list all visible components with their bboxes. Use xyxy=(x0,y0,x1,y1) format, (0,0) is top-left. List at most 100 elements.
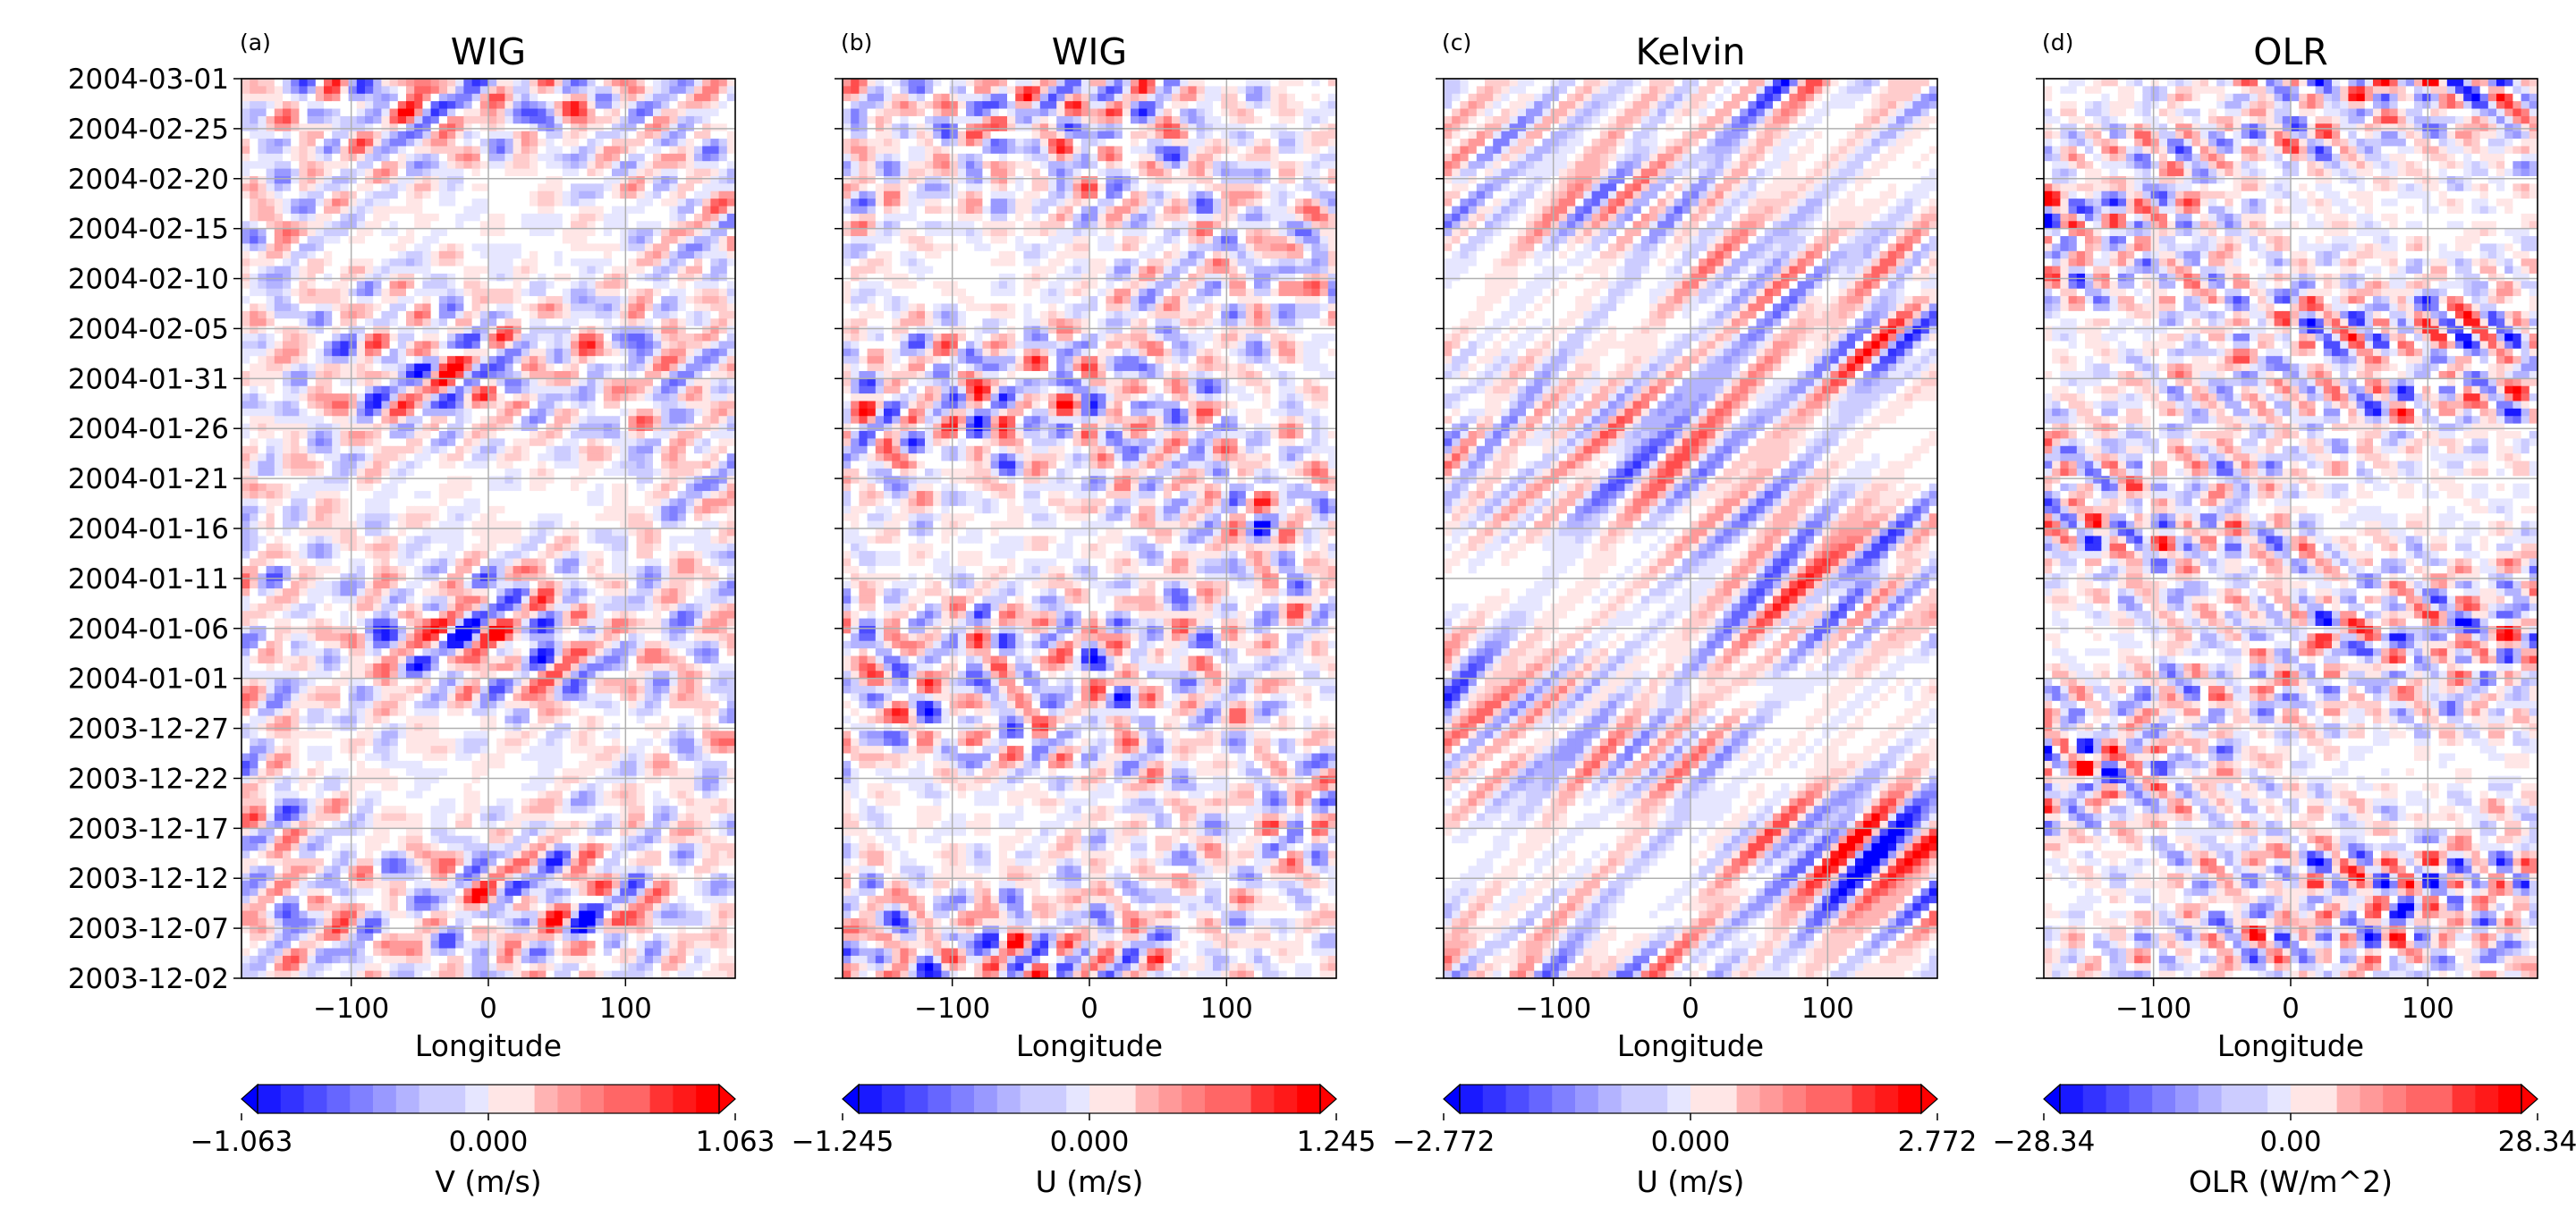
heatmap-cell xyxy=(480,258,489,266)
heatmap-cell xyxy=(710,116,719,124)
heatmap-cell xyxy=(332,169,341,177)
heatmap-cell xyxy=(571,86,580,94)
heatmap-cell xyxy=(496,109,505,117)
heatmap-cell xyxy=(324,109,333,117)
heatmap-cell xyxy=(447,243,456,251)
heatmap-cell xyxy=(373,131,382,139)
heatmap-cell xyxy=(349,139,358,147)
heatmap-cell xyxy=(727,94,736,102)
heatmap-cell xyxy=(308,154,317,162)
heatmap-cell xyxy=(390,199,399,207)
heatmap-cell xyxy=(496,146,505,154)
heatmap-cell xyxy=(513,131,522,139)
heatmap-cell xyxy=(488,94,497,102)
heatmap-cell xyxy=(324,183,333,191)
heatmap-cell xyxy=(267,101,275,109)
heatmap-cell xyxy=(275,146,284,154)
heatmap-cell xyxy=(579,131,588,139)
heatmap-cell xyxy=(694,146,703,154)
heatmap-cell xyxy=(612,139,621,147)
heatmap-cell xyxy=(686,94,695,102)
heatmap-cell xyxy=(563,154,572,162)
heatmap-cell xyxy=(365,169,374,177)
heatmap-cell xyxy=(645,221,654,229)
heatmap-cell xyxy=(702,94,711,102)
heatmap-cell xyxy=(439,116,448,124)
heatmap-cell xyxy=(678,116,687,124)
heatmap-cell xyxy=(513,243,522,251)
heatmap-cell xyxy=(349,169,358,177)
heatmap-cell xyxy=(340,221,349,229)
heatmap-cell xyxy=(316,101,325,109)
heatmap-cell xyxy=(538,236,547,244)
heatmap-cell xyxy=(340,229,349,237)
heatmap-cell xyxy=(669,236,678,244)
heatmap-cell xyxy=(480,146,489,154)
heatmap-cell xyxy=(669,207,678,215)
heatmap-cell xyxy=(555,191,564,199)
heatmap-cell xyxy=(349,109,358,117)
heatmap-cell xyxy=(612,243,621,251)
heatmap-cell xyxy=(250,109,258,117)
heatmap-cell xyxy=(357,109,366,117)
heatmap-cell xyxy=(480,229,489,237)
heatmap-cell xyxy=(390,116,399,124)
heatmap-cell xyxy=(308,109,317,117)
heatmap-cell xyxy=(653,199,662,207)
heatmap-cell xyxy=(381,139,390,147)
heatmap-cell xyxy=(686,101,695,109)
heatmap-cell xyxy=(365,131,374,139)
heatmap-cell xyxy=(521,139,530,147)
heatmap-cell xyxy=(472,199,481,207)
heatmap-cell xyxy=(710,258,719,266)
heatmap-cell xyxy=(628,251,637,259)
heatmap-cell xyxy=(563,169,572,177)
heatmap-cell xyxy=(291,207,300,215)
heatmap-cell xyxy=(332,243,341,251)
heatmap-cell xyxy=(299,154,308,162)
heatmap-cell xyxy=(422,183,431,191)
heatmap-cell xyxy=(390,183,399,191)
heatmap-cell xyxy=(719,79,728,87)
heatmap-cell xyxy=(472,139,481,147)
heatmap-cell xyxy=(628,161,637,169)
heatmap-cell xyxy=(563,266,572,275)
heatmap-cell xyxy=(283,123,292,131)
heatmap-cell xyxy=(530,94,538,102)
heatmap-cell xyxy=(267,258,275,266)
heatmap-cell xyxy=(381,146,390,154)
heatmap-cell xyxy=(414,251,423,259)
heatmap-cell xyxy=(324,131,333,139)
heatmap-cell xyxy=(299,236,308,244)
heatmap-cell xyxy=(414,109,423,117)
heatmap-cell xyxy=(604,221,613,229)
heatmap-cell xyxy=(439,154,448,162)
heatmap-cell xyxy=(653,191,662,199)
heatmap-cell xyxy=(283,214,292,222)
heatmap-cell xyxy=(332,229,341,237)
heatmap-cell xyxy=(373,123,382,131)
heatmap-cell xyxy=(439,214,448,222)
heatmap-cell xyxy=(439,123,448,131)
heatmap-cell xyxy=(365,86,374,94)
heatmap-cell xyxy=(455,154,464,162)
heatmap-cell xyxy=(406,169,415,177)
heatmap-cell xyxy=(365,94,374,102)
heatmap-cell xyxy=(710,146,719,154)
heatmap-cell xyxy=(571,116,580,124)
heatmap-cell xyxy=(472,191,481,199)
heatmap-cell xyxy=(242,123,250,131)
heatmap-cell xyxy=(439,109,448,117)
heatmap-cell xyxy=(324,86,333,94)
heatmap-cell xyxy=(612,191,621,199)
heatmap-cell xyxy=(563,229,572,237)
heatmap-cell xyxy=(291,131,300,139)
heatmap-cell xyxy=(308,146,317,154)
heatmap-cell xyxy=(661,161,670,169)
heatmap-cell xyxy=(308,116,317,124)
heatmap-cell xyxy=(571,101,580,109)
heatmap-cell xyxy=(357,161,366,169)
heatmap-cell xyxy=(530,207,538,215)
heatmap-cell xyxy=(686,79,695,87)
heatmap-cell xyxy=(563,131,572,139)
